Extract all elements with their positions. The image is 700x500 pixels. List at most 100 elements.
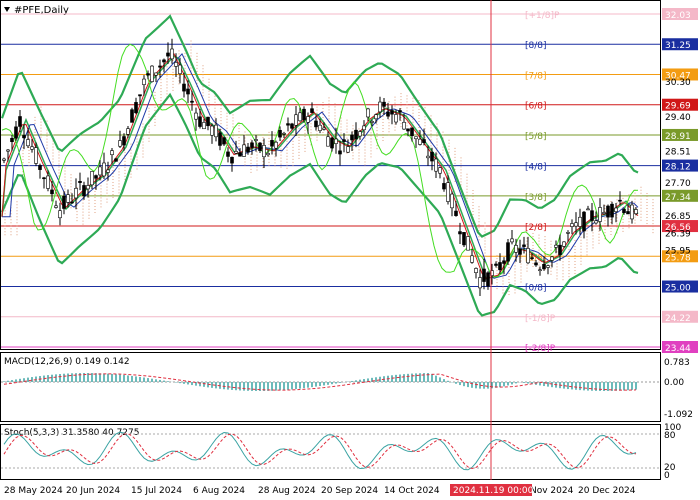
candle-body: [6, 149, 10, 152]
candle: [498, 253, 502, 274]
candle: [118, 130, 122, 148]
candle: [398, 108, 402, 121]
candle-body: [590, 210, 594, 221]
candle: [30, 138, 34, 153]
bollinger-upper: [0, 14, 639, 238]
candle: [346, 139, 350, 153]
candle: [146, 70, 150, 80]
candle-body: [414, 136, 418, 140]
candle: [486, 271, 490, 290]
candle-body: [442, 183, 446, 190]
candle-body: [258, 142, 262, 151]
time-axis: 28 May 2024 20 Jun 2024 15 Jul 2024 6 Au…: [4, 484, 636, 496]
candle-body: [226, 151, 230, 157]
time-label: 20 Jun 2024: [66, 486, 120, 496]
candle-body: [14, 126, 18, 139]
candle-body: [254, 139, 258, 141]
candle: [58, 202, 62, 226]
candle-body: [246, 146, 250, 153]
candle-body: [130, 109, 134, 123]
candle: [630, 200, 634, 224]
candle: [582, 210, 586, 239]
candle: [530, 253, 534, 260]
murrey-level-label: [-1/8]P: [525, 314, 556, 324]
candle-body: [206, 116, 210, 127]
candle: [102, 152, 106, 180]
candle: [470, 248, 474, 264]
candle-body: [186, 88, 190, 95]
candle-body: [234, 151, 238, 154]
candle-body: [626, 211, 630, 215]
candle: [290, 122, 294, 130]
price-axis-label: 25.95: [665, 247, 691, 257]
candle: [46, 170, 50, 192]
candle: [194, 107, 198, 131]
candle: [414, 136, 418, 148]
price-axis: 30.30 29.40 28.51 27.70 26.85 26.39 25.95: [665, 78, 691, 257]
macd-axis-max: 0.783: [664, 358, 690, 368]
price-axis-label: 28.51: [665, 147, 691, 157]
candle: [138, 94, 142, 105]
candle-body: [558, 244, 562, 255]
candle: [294, 105, 298, 137]
candle-body: [350, 134, 354, 141]
candle: [402, 113, 406, 130]
price-tag: [662, 98, 698, 111]
candle: [478, 269, 482, 296]
candle: [610, 201, 614, 225]
candle-body: [486, 272, 490, 287]
candle: [422, 128, 426, 146]
candle-body: [422, 139, 426, 144]
candle: [126, 125, 130, 138]
candle-body: [2, 158, 6, 161]
candle-body: [146, 73, 150, 76]
candle-body: [178, 64, 182, 75]
candle: [334, 127, 338, 154]
price-tag-label: 29.69: [665, 102, 691, 112]
candle-body: [242, 144, 246, 157]
murrey-level-label: [8/8]: [525, 41, 547, 51]
candle: [254, 135, 258, 152]
candle: [130, 107, 134, 123]
candle-body: [406, 128, 410, 132]
candle: [186, 80, 190, 104]
candle: [458, 222, 462, 245]
candle-body: [274, 141, 278, 149]
candle: [382, 98, 386, 116]
candlesticks: [2, 38, 638, 296]
candle-body: [122, 136, 126, 146]
price-tag: [662, 159, 698, 172]
candle-body: [210, 125, 214, 136]
time-label: 20 Sep 2024: [321, 486, 378, 496]
candle: [62, 191, 66, 215]
murrey-level-label: [5/8]: [525, 132, 547, 142]
candle-body: [602, 212, 606, 214]
price-tag-label: 28.12: [665, 163, 691, 173]
candle-body: [90, 171, 94, 186]
candle: [550, 255, 554, 268]
candle-body: [270, 140, 274, 147]
candle-body: [170, 48, 174, 60]
candle: [502, 257, 506, 275]
candle: [418, 130, 422, 146]
candle: [426, 145, 430, 166]
candle: [446, 175, 450, 205]
candle: [314, 115, 318, 131]
candle-body: [358, 131, 362, 137]
candle-body: [86, 185, 90, 190]
candle: [266, 149, 270, 157]
candle-body: [410, 127, 414, 137]
time-label: 14 Oct 2024: [384, 486, 440, 496]
candle: [450, 191, 454, 217]
candle-body: [562, 241, 566, 247]
candle: [562, 241, 566, 248]
marker-time-label: 2024.11.19 00:00: [453, 486, 534, 496]
candle-body: [418, 138, 422, 145]
time-label: 28 May 2024: [4, 486, 63, 496]
candle: [226, 147, 230, 163]
macd-axis-zero: 0.00: [664, 378, 684, 388]
candle: [98, 160, 102, 181]
candle-body: [346, 146, 350, 153]
candle: [202, 118, 206, 130]
